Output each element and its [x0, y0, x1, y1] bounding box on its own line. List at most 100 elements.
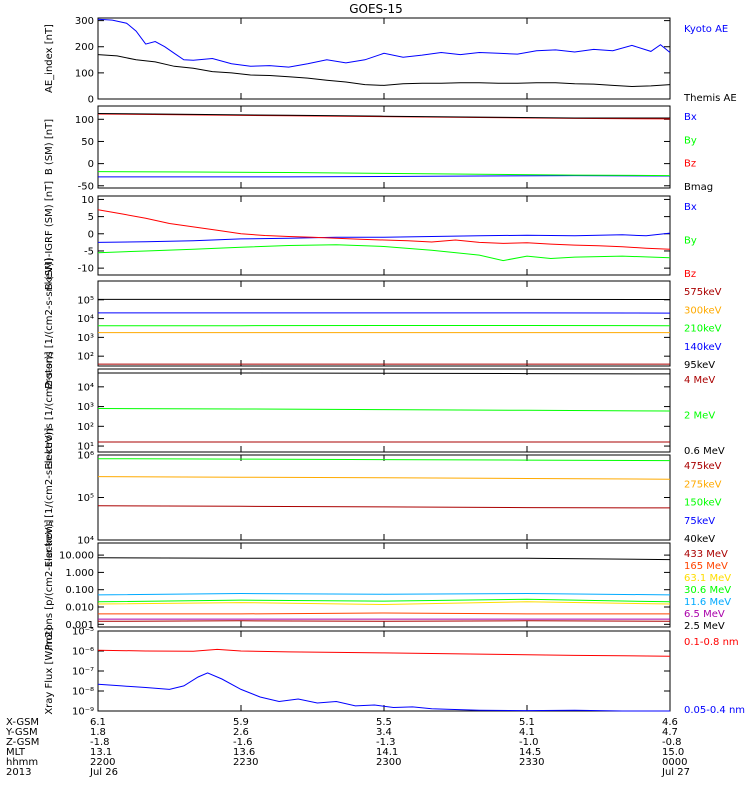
ephemeris-value: 4.7 — [662, 727, 678, 738]
legend-entry: 433 MeV — [684, 549, 728, 560]
legend-entry: 40keV — [684, 534, 715, 545]
y-axis-label: Protons [p/(cm2-s-sr-keV)] — [44, 520, 55, 651]
chart-panel-1: 0 100 200 300 AE_index [nT] Kyoto AE Themis AE — [44, 16, 737, 105]
ephemeris-value: -1.6 — [233, 737, 253, 748]
chart-panel-2: -50 0 50 100 B (SM) [nT] Bx By Bz Bmag — [44, 105, 713, 193]
y-tick-label: 10⁵ — [77, 493, 94, 504]
y-axis-label: AE_index [nT] — [44, 24, 55, 93]
chart-panel-4: 10² 10³ 10⁴ 10⁵ Protons [1/(cm2-s-sr-keV)] 57… — [44, 258, 722, 389]
y-tick-label: 10⁶ — [77, 451, 94, 462]
legend-entry: 2.5 MeV — [684, 621, 725, 632]
ephemeris-row-label: 2013 — [6, 767, 31, 778]
series-line-30-6-mev — [97, 598, 671, 603]
y-tick-label: 0.001 — [65, 620, 94, 631]
y-tick-label: 50 — [81, 137, 94, 148]
y-tick-label: 10⁴ — [77, 314, 94, 325]
series-line-2-5-mev — [97, 557, 671, 561]
series-line-0-05-0-4-nm — [97, 672, 670, 712]
ephemeris-row-label: Y-GSM — [5, 727, 38, 738]
legend-entry: 11.6 MeV — [684, 597, 731, 608]
ephemeris-value: 5.9 — [233, 717, 249, 728]
ephemeris-value: Jul 27 — [661, 767, 690, 778]
legend-entry: Themis AE — [683, 93, 737, 104]
legend-entry: Bmag — [684, 182, 713, 193]
plot-title: GOES-15 — [349, 2, 403, 16]
series-line-475kev — [97, 505, 671, 509]
legend-entry: 75keV — [684, 516, 715, 527]
series-line-bmag — [97, 113, 670, 119]
ephemeris-value: 13.1 — [90, 747, 112, 758]
y-tick-label: 10³ — [77, 402, 94, 413]
series-line-2-mev — [97, 408, 671, 412]
series-line-0-6-mev — [98, 372, 671, 375]
legend-entry: 210keV — [684, 324, 722, 335]
ephemeris-value: -0.8 — [662, 737, 682, 748]
ephemeris-value: -1.8 — [90, 737, 110, 748]
chart-panel-8: 10⁻⁹ 10⁻⁸ 10⁻⁷ 10⁻⁶ 10⁻⁵ Xray Flux [W/m2] 0.1-… — [44, 627, 745, 718]
y-tick-label: 300 — [75, 16, 94, 27]
y-tick-label: 0 — [88, 159, 94, 170]
series-line-bx — [98, 175, 671, 178]
y-tick-label: 10⁴ — [77, 536, 94, 547]
ephemeris-row-label: X-GSM — [6, 717, 39, 728]
ephemeris-value: 1.8 — [90, 727, 106, 738]
series-line-by — [97, 244, 671, 262]
ephemeris-value: -1.0 — [519, 737, 539, 748]
legend-entry: 6.5 MeV — [684, 609, 725, 620]
ephemeris-value: 6.1 — [90, 717, 106, 728]
legend-entry: Bx — [684, 202, 697, 213]
series-line-63-1-mev — [97, 601, 671, 606]
y-tick-label: 10² — [77, 422, 94, 433]
y-tick-label: 10⁴ — [77, 382, 94, 393]
legend-entry: Kyoto AE — [684, 24, 728, 35]
ephemeris-row-label: hhmm — [6, 757, 38, 768]
y-tick-label: 10⁻⁵ — [72, 627, 94, 638]
series-line-433-mev — [97, 620, 671, 622]
ephemeris-value: 2300 — [376, 757, 401, 768]
ephemeris-value: -1.3 — [376, 737, 396, 748]
ephemeris-value: 4.6 — [662, 717, 678, 728]
y-tick-label: 10¹ — [77, 442, 94, 453]
y-tick-label: 10 — [81, 195, 94, 206]
y-tick-label: 10.000 — [59, 551, 94, 562]
legend-entry: 63.1 MeV — [684, 573, 731, 584]
legend-entry: 2 MeV — [684, 411, 715, 422]
y-tick-label: 10² — [77, 352, 94, 363]
legend-entry: 0.1-0.8 nm — [684, 637, 739, 648]
legend-entry: 0.05-0.4 nm — [684, 705, 745, 716]
series-line-by — [97, 171, 671, 177]
legend-entry: Bz — [684, 159, 696, 170]
legend-entry: 0.6 MeV — [684, 446, 725, 457]
y-tick-label: 10⁻⁸ — [72, 687, 94, 698]
y-tick-label: 10⁻⁹ — [72, 707, 94, 718]
ephemeris-value: 2230 — [233, 757, 258, 768]
series-line-150kev — [97, 458, 671, 462]
series-line-275kev — [97, 476, 671, 480]
chart-panel-5: 10¹ 10² 10³ 10⁴ Electrons [1/(cm2-s-sr)] 4 Me… — [44, 351, 725, 469]
series-line-bx — [97, 232, 671, 243]
legend-entry: By — [684, 135, 697, 146]
ephemeris-row-label: Z-GSM — [6, 737, 39, 748]
ephemeris-value: 4.1 — [519, 727, 535, 738]
y-tick-label: -50 — [78, 181, 94, 192]
series-line-165-mev — [98, 612, 670, 615]
legend-entry: 300keV — [684, 305, 722, 316]
legend-entry: 575keV — [684, 287, 722, 298]
series-line-bz — [97, 209, 671, 250]
y-axis-label: B (SM)-IGRF (SM) [nT] — [44, 181, 55, 290]
ephemeris-value: Jul 26 — [89, 767, 118, 778]
legend-entry: 150keV — [684, 498, 722, 509]
ephemeris-value: 2330 — [519, 757, 544, 768]
y-axis-label: B (SM) [nT] — [44, 119, 55, 175]
series-line-themis-ae — [97, 54, 671, 88]
legend-entry: Bx — [684, 112, 697, 123]
legend-entry: 140keV — [684, 342, 722, 353]
y-tick-label: 0.100 — [65, 585, 94, 596]
panel-frame — [97, 454, 671, 541]
legend-entry: 4 MeV — [684, 375, 715, 386]
chart-panel-7: 0.001 0.010 0.100 1.000 10.000 Protons [p/(cm… — [44, 520, 731, 651]
ephemeris-value: 5.1 — [519, 717, 535, 728]
y-tick-label: 100 — [75, 68, 94, 79]
legend-entry: 475keV — [684, 461, 722, 472]
